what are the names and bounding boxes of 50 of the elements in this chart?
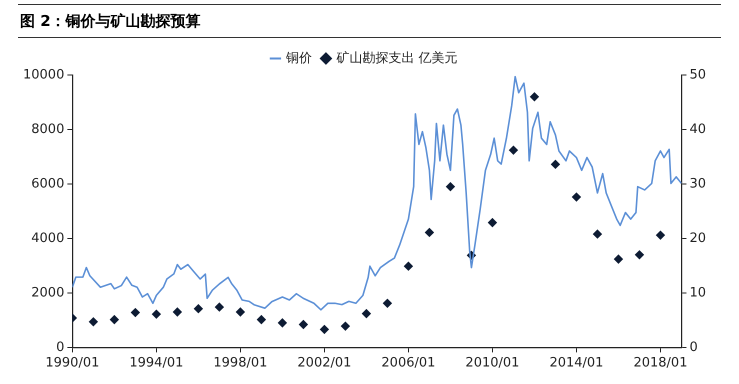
point [130,308,140,318]
point [634,250,644,260]
point [424,228,434,237]
point [236,307,245,316]
y-tick-label: 6000 [31,176,64,192]
point [488,218,497,228]
y2-tick-label: 20 [689,230,706,246]
point [614,254,623,264]
point [278,318,287,328]
point [256,315,266,324]
point [404,262,413,271]
point [172,307,182,316]
point [550,160,560,169]
y-tick-label: 8000 [31,122,64,137]
x-tick-label: 2014/01 [549,356,604,371]
x-tick-label: 2010/01 [465,356,520,371]
y-tick-label: 2000 [31,285,64,300]
point [298,320,308,330]
y-tick-label: 0 [56,340,64,355]
point [656,230,665,240]
y2-tick-label: 50 [689,67,706,82]
legend-label: 铜价 [284,50,312,66]
point [382,298,392,308]
y2-tick-label: 0 [689,340,698,355]
point [110,315,119,324]
point [446,182,455,192]
point [362,309,371,318]
x-tick-label: 2006/01 [381,356,436,371]
legend-label: 矿山勘探支出 亿美元 [335,50,458,66]
x-tick-label: 2018/01 [633,356,688,371]
y2-tick-label: 10 [689,285,706,300]
x-tick-label: 1998/01 [213,356,268,371]
y2-tick-label: 40 [689,122,706,137]
point [214,302,224,312]
point [530,92,539,102]
point [592,230,602,239]
x-tick-label: 1994/01 [129,356,184,371]
point [88,317,98,326]
y-tick-label: 4000 [31,230,64,246]
point [194,304,203,314]
point [572,192,581,202]
point [340,322,350,331]
y2-tick-label: 30 [689,176,706,192]
point [320,324,329,334]
point [152,310,161,319]
y-tick-label: 10000 [22,67,64,82]
chart-title: 图 2：铜价与矿山勘探预算 [18,4,721,38]
point [508,146,518,155]
x-tick-label: 1990/01 [45,356,100,371]
x-tick-label: 2002/01 [297,356,352,371]
